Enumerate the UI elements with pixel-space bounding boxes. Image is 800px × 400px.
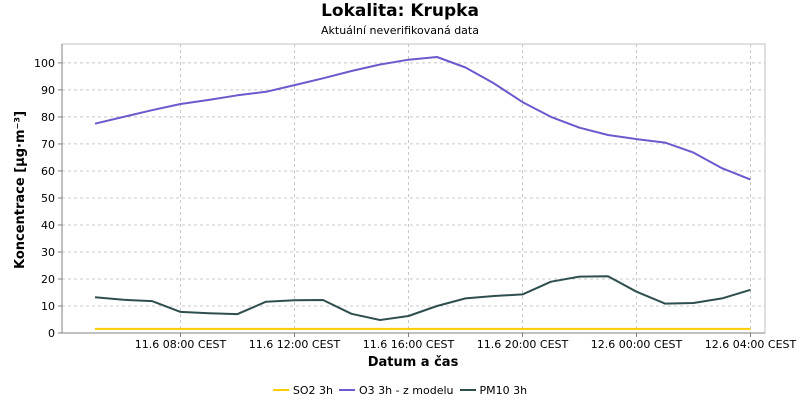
- chart-subtitle: Aktuální neverifikovaná data: [321, 24, 479, 37]
- plot-area: [61, 43, 766, 334]
- grid-lines: [62, 44, 765, 333]
- legend-swatch: [338, 389, 355, 391]
- y-tick-label: 60: [41, 165, 55, 178]
- series-line-1: [94, 56, 751, 181]
- legend-item-1: O3 3h - z modelu: [338, 383, 454, 397]
- y-tick-label: 50: [41, 192, 55, 205]
- y-tick-label: 40: [41, 219, 55, 232]
- x-tick-label: 11.6 08:00 CEST: [135, 338, 227, 351]
- x-tick-label: 11.6 20:00 CEST: [477, 338, 569, 351]
- x-tick-label: 12.6 00:00 CEST: [591, 338, 683, 351]
- legend-label: PM10 3h: [479, 383, 528, 397]
- chart-title: Lokalita: Krupka: [321, 1, 479, 21]
- x-tick-label: 12.6 04:00 CEST: [705, 338, 797, 351]
- legend-swatch: [459, 389, 476, 391]
- y-tick-label: 10: [41, 300, 55, 313]
- y-axis-label: Koncentrace [µg·m⁻³]: [13, 111, 28, 269]
- x-axis-ticks: 11.6 08:00 CEST 11.6 12:00 CEST 11.6 16:00…: [135, 333, 797, 351]
- x-tick-label: 11.6 16:00 CEST: [363, 338, 455, 351]
- y-axis-ticks: 0 10 20 30 40 50 60 70 80 90 100: [34, 57, 62, 340]
- series-lines: [94, 56, 751, 330]
- chart-legend: SO2 3h O3 3h - z modelu PM10 3h: [0, 381, 800, 397]
- legend-item-2: PM10 3h: [459, 383, 528, 397]
- y-tick-label: 90: [41, 84, 55, 97]
- legend-label: O3 3h - z modelu: [358, 383, 454, 397]
- y-tick-label: 70: [41, 138, 55, 151]
- series-line-2: [94, 275, 751, 321]
- legend-swatch: [272, 389, 289, 391]
- legend-item-0: SO2 3h: [272, 383, 333, 397]
- y-tick-label: 30: [41, 246, 55, 259]
- y-tick-label: 80: [41, 111, 55, 124]
- y-tick-label: 20: [41, 273, 55, 286]
- legend-label: SO2 3h: [292, 383, 333, 397]
- x-axis-label: Datum a čas: [368, 355, 459, 370]
- y-tick-label: 0: [48, 327, 55, 340]
- x-tick-label: 11.6 12:00 CEST: [249, 338, 341, 351]
- y-tick-label: 100: [34, 57, 55, 70]
